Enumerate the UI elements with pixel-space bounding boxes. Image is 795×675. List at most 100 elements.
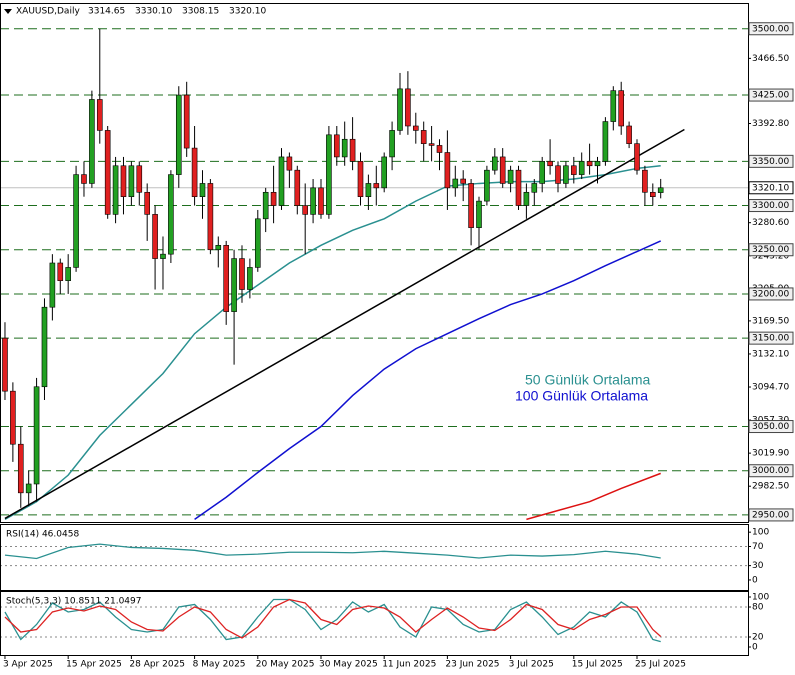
candle-body — [175, 94, 182, 175]
y-tick-label: 100 — [752, 528, 769, 538]
candle-body — [563, 165, 569, 184]
candle-body — [499, 156, 506, 184]
candle-body — [523, 191, 530, 206]
candle-body — [444, 152, 451, 189]
level-label-box — [748, 508, 794, 522]
candle-body — [373, 183, 380, 189]
candle-body — [191, 147, 198, 198]
candle-body — [33, 386, 40, 485]
candle-body — [618, 90, 625, 127]
candle-body — [531, 183, 538, 193]
candle-body — [128, 165, 135, 198]
ohlc-value: 3330.10 — [135, 7, 172, 17]
candle-body — [341, 138, 348, 158]
candle-body — [73, 174, 79, 268]
candle-body — [223, 245, 229, 312]
candle-body — [578, 161, 585, 175]
candle-body — [333, 134, 340, 158]
candle-body — [25, 483, 32, 494]
candle-body — [144, 191, 150, 215]
candle-body — [602, 121, 609, 162]
level-label: 3000.00 — [752, 466, 789, 476]
y-tick-label: 3019.90 — [752, 449, 789, 459]
candle-body — [594, 161, 601, 167]
candle-body — [586, 161, 593, 167]
candle-body — [428, 143, 435, 146]
candle-body — [81, 174, 87, 184]
candle-body — [136, 165, 143, 193]
candle-body — [112, 165, 119, 215]
candle-body — [349, 138, 356, 162]
level-label-box — [748, 420, 794, 434]
candle-body — [555, 165, 561, 184]
indicator-line — [4, 598, 661, 643]
level-label: 3050.00 — [752, 422, 789, 432]
candle-body — [17, 443, 24, 494]
y-tick-label: 20 — [752, 633, 764, 643]
level-label-box — [748, 287, 794, 301]
y-tick-label: 3466.50 — [752, 54, 789, 64]
candle-body — [381, 156, 387, 189]
indicator-line — [4, 598, 662, 639]
y-tick-label: 70 — [752, 542, 764, 552]
candle-body — [215, 245, 222, 251]
x-tick-label: 11 Jun 2025 — [382, 660, 436, 670]
rsi-frame — [0, 524, 749, 591]
candle-body — [254, 218, 261, 268]
candle-body — [468, 183, 474, 228]
candle-body — [49, 262, 56, 308]
menu-arrow — [4, 9, 12, 14]
level-label: 2950.00 — [752, 510, 789, 520]
indicator-title: RSI(14) 46.0458 — [6, 530, 79, 540]
x-tick-label: 28 Apr 2025 — [129, 660, 185, 670]
x-tick-label: 25 Jul 2025 — [635, 660, 686, 670]
x-tick-label: 3 Apr 2025 — [3, 660, 53, 670]
ohlc-value: 3314.65 — [88, 7, 125, 17]
y-tick-label: 3280.60 — [752, 218, 789, 228]
main-frame — [0, 3, 749, 523]
candle-body — [152, 214, 158, 259]
candle-body — [10, 390, 16, 445]
y-tick-label: 2982.50 — [752, 482, 789, 492]
indicator-line — [4, 543, 661, 560]
candle-body — [239, 258, 245, 290]
candle-body — [247, 267, 253, 290]
candle-body — [539, 161, 545, 184]
x-tick-label: 30 May 2025 — [319, 660, 378, 670]
y-tick-label: 0 — [752, 643, 758, 653]
level-label: 3500.00 — [752, 24, 789, 34]
candle-body — [302, 205, 308, 215]
ohlc-value: 3308.15 — [182, 7, 219, 17]
candle-body — [286, 156, 293, 171]
y-tick-label: 80 — [752, 603, 764, 613]
last-price-label: 3320.10 — [752, 183, 789, 193]
candle-body — [484, 169, 490, 202]
candle-body — [491, 156, 498, 171]
x-tick-label: 3 Jul 2025 — [509, 660, 554, 670]
x-tick-label: 15 Jul 2025 — [572, 660, 623, 670]
candle-body — [634, 143, 640, 171]
candle-body — [405, 88, 411, 127]
candle-body — [476, 200, 482, 228]
candle-body — [515, 169, 522, 206]
moving-average — [194, 240, 662, 520]
stoch-frame — [0, 591, 749, 656]
candle-body — [318, 187, 324, 215]
moving-average — [526, 472, 661, 521]
candle-body — [120, 165, 127, 198]
candle-body — [310, 187, 316, 215]
candle-body — [507, 169, 514, 184]
level-label: 3300.00 — [752, 201, 789, 211]
ohlc-value: 3320.10 — [229, 7, 266, 17]
candle-body — [452, 178, 459, 189]
candle-body — [389, 130, 395, 158]
candle-body — [199, 183, 206, 198]
y-tick-label: 0 — [752, 575, 758, 585]
candle-body — [610, 90, 617, 122]
candle-body — [642, 169, 648, 193]
candle-body — [397, 88, 403, 131]
indicator-title: Stoch(5,3,3) 10.8511 21.0497 — [6, 597, 141, 607]
level-label: 3350.00 — [752, 157, 789, 167]
